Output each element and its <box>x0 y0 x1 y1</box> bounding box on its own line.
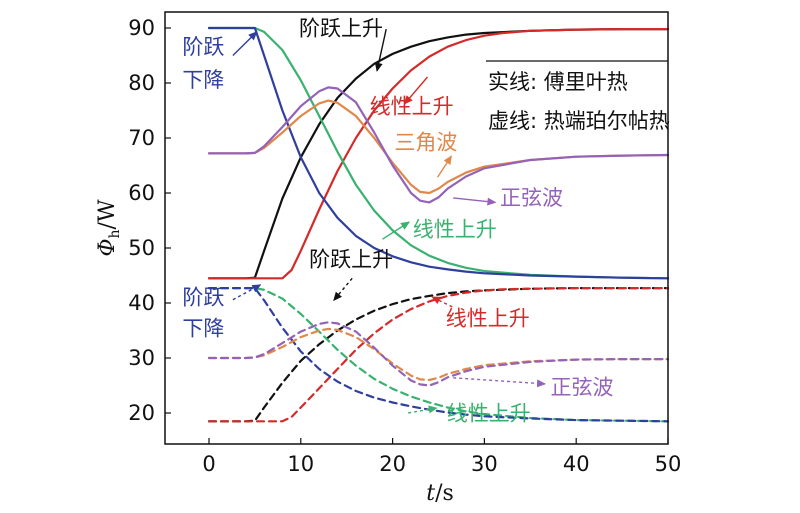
annotation-label: 下降 <box>182 68 224 92</box>
annotation-label: 线性上升 <box>447 402 531 426</box>
annotation-arrow <box>431 296 453 308</box>
plot-frame <box>164 11 669 445</box>
series-dashed-blue <box>207 287 670 423</box>
y-label-symbol: Φ <box>95 239 120 257</box>
series-solid-blue <box>207 26 670 280</box>
annotation-label: 正弦波 <box>551 375 614 399</box>
y-tick-label: 80 <box>128 71 155 95</box>
annotation-arrow <box>333 277 353 302</box>
annotation-arrow <box>374 28 387 72</box>
annotation-label: 线性上升 <box>446 307 530 331</box>
y-axis-label: Φh/W <box>95 199 123 256</box>
series-solid-orange <box>207 99 670 195</box>
series-solid-purple <box>207 86 670 204</box>
y-tick-label: 70 <box>128 126 155 150</box>
legend-solid: 实线: 傅里叶热 <box>488 70 628 94</box>
annotation-arrow <box>408 405 438 414</box>
x-tick-label: 0 <box>202 452 215 476</box>
x-tick-label: 50 <box>655 452 682 476</box>
series-dashed-green <box>207 287 670 423</box>
series-solid-red <box>207 28 670 280</box>
annotation-arrow <box>232 284 262 301</box>
x-tick-label: 20 <box>379 452 406 476</box>
x-tick-label: 40 <box>563 452 590 476</box>
y-tick-label: 60 <box>128 181 155 205</box>
x-label-unit: /s <box>435 481 454 506</box>
annotation-label: 下降 <box>182 316 224 340</box>
x-tick-label: 30 <box>471 452 498 476</box>
series-layer <box>207 26 670 423</box>
annotation-label: 线性上升 <box>370 94 454 118</box>
series-dashed-red <box>207 287 670 423</box>
y-label-sub: h <box>107 229 123 238</box>
y-tick-label: 40 <box>128 291 155 315</box>
x-axis-label: t/s <box>426 481 454 506</box>
annotation-label: 阶跃 <box>182 35 224 59</box>
annotation-arrow <box>382 221 410 240</box>
x-tick-label: 10 <box>287 452 314 476</box>
y-tick-label: 90 <box>128 16 155 40</box>
legend-dashed: 虚线: 热端珀尔帖热 <box>488 109 670 133</box>
annotation-arrow <box>232 31 258 56</box>
annotation-label: 三角波 <box>394 131 457 155</box>
annotation-label: 阶跃 <box>182 286 224 310</box>
annotation-label: 阶跃上升 <box>309 248 393 272</box>
annotation-label: 线性上升 <box>413 217 497 241</box>
annotation-arrow <box>453 377 546 388</box>
series-dashed-black <box>207 287 670 423</box>
y-tick-label: 50 <box>128 236 155 260</box>
series-dashed-purple <box>207 321 670 387</box>
annotation-label: 正弦波 <box>500 186 563 210</box>
annotation-arrow <box>453 197 497 206</box>
ticks-layer: 0 10 20 30 40 50 20 30 40 50 60 70 80 90 <box>128 16 681 476</box>
x-label-italic: t <box>426 481 435 506</box>
y-tick-label: 30 <box>128 346 155 370</box>
y-label-unit: /W <box>95 199 120 229</box>
annotation-label: 阶跃上升 <box>299 17 383 41</box>
annotation-arrow <box>437 155 452 178</box>
legend: 实线: 傅里叶热 虚线: 热端珀尔帖热 <box>486 60 670 133</box>
annotation-arrow <box>403 76 429 105</box>
y-tick-label: 20 <box>128 401 155 425</box>
series-dashed-orange <box>207 327 670 382</box>
